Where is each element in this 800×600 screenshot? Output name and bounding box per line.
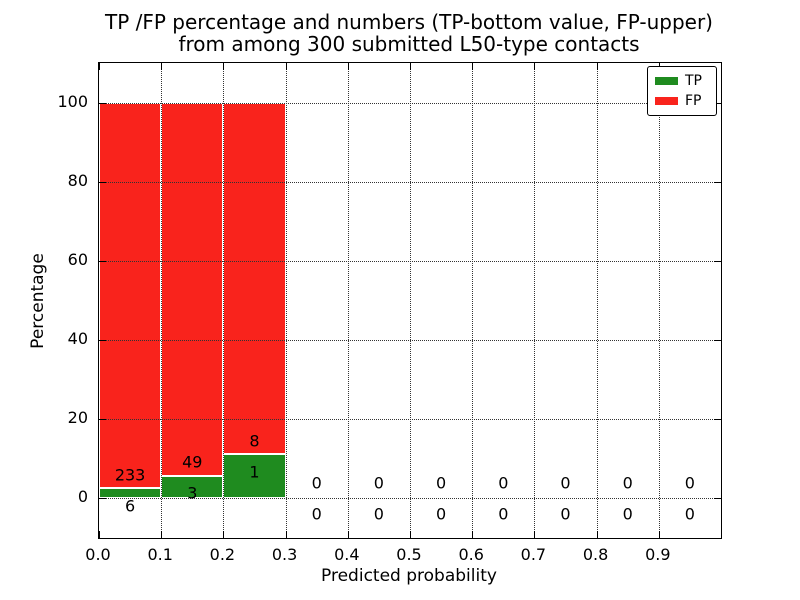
fp-count-label-7: 0 (560, 473, 571, 493)
tp-count-label-1: 3 (187, 483, 198, 503)
fp-swatch-icon (655, 97, 678, 105)
xtick-bottom-0.4 (347, 531, 349, 538)
chart-title-line2: from among 300 submitted L50-type contac… (178, 32, 640, 56)
legend-item-fp: FP (648, 94, 716, 108)
xtick-bottom-0.6 (472, 531, 474, 538)
xtick-top-0.3 (285, 63, 287, 70)
xtick-top-0.8 (596, 63, 598, 70)
ytick-right-0 (714, 498, 721, 500)
xtick-top-0.1 (161, 63, 163, 70)
gridline-x-0.3 (285, 63, 287, 538)
fp-count-label-8: 0 (622, 473, 633, 493)
tp-swatch-icon (655, 77, 678, 85)
xtick-label-0.8: 0.8 (582, 545, 609, 564)
xtick-bottom-0.7 (534, 531, 536, 538)
ytick-left-80 (99, 181, 106, 183)
gridline-x-0.4 (347, 63, 349, 538)
ytick-right-100 (714, 102, 721, 104)
bar-fp-2 (223, 102, 286, 455)
legend: TP FP (647, 66, 717, 116)
xtick-label-0.0: 0.0 (85, 545, 111, 564)
ytick-right-40 (714, 340, 721, 342)
ytick-label-0: 0 (77, 487, 88, 507)
legend-item-tp: TP (648, 74, 716, 88)
xtick-top-0 (99, 63, 100, 70)
xtick-top-0.5 (410, 63, 411, 70)
fp-count-label-9: 0 (684, 473, 695, 493)
ytick-right-20 (714, 419, 721, 421)
tp-count-label-3: 0 (311, 504, 322, 524)
fp-count-label-5: 0 (436, 473, 447, 493)
ytick-left-0 (99, 498, 106, 500)
legend-label-tp: TP (685, 73, 702, 89)
xtick-bottom-0.5 (410, 531, 411, 538)
fp-count-label-4: 0 (373, 473, 384, 493)
fp-count-label-6: 0 (498, 473, 509, 493)
xtick-bottom-0.2 (223, 531, 225, 538)
x-axis-label: Predicted probability (321, 566, 497, 586)
ytick-label-20: 20 (67, 408, 88, 428)
tp-count-label-5: 0 (436, 504, 447, 524)
xtick-top-0.4 (347, 63, 349, 70)
ytick-label-100: 100 (57, 91, 88, 111)
bar-tp-0 (99, 488, 162, 499)
ytick-right-60 (714, 260, 721, 262)
ytick-label-40: 40 (67, 329, 88, 349)
tp-count-label-6: 0 (498, 504, 509, 524)
xtick-top-0.6 (472, 63, 474, 70)
fp-count-label-0: 233 (114, 465, 146, 485)
tp-count-label-7: 0 (560, 504, 571, 524)
ytick-left-40 (99, 340, 106, 342)
bar-fp-0 (99, 102, 162, 489)
tp-count-label-9: 0 (684, 504, 695, 524)
tp-count-label-8: 0 (622, 504, 633, 524)
xtick-label-0.7: 0.7 (520, 545, 547, 564)
xtick-bottom-0.9 (658, 531, 660, 538)
fp-count-label-2: 8 (249, 431, 260, 451)
gridline-x-0.7 (534, 63, 536, 538)
gridline-x-0.2 (223, 63, 225, 538)
xtick-label-0.3: 0.3 (271, 545, 298, 564)
xtick-label-0.6: 0.6 (458, 545, 484, 564)
xtick-bottom-0 (99, 531, 100, 538)
xtick-bottom-0.3 (285, 531, 287, 538)
ytick-right-80 (714, 181, 721, 183)
legend-label-fp: FP (685, 93, 702, 109)
ytick-left-20 (99, 419, 106, 421)
gridline-x-0.6 (472, 63, 474, 538)
xtick-bottom-0.1 (161, 531, 163, 538)
ytick-label-80: 80 (67, 170, 88, 190)
tp-count-label-4: 0 (373, 504, 384, 524)
xtick-label-0.2: 0.2 (209, 545, 236, 564)
gridline-x-0.8 (596, 63, 598, 538)
bar-fp-1 (161, 102, 224, 476)
xtick-label-0.5: 0.5 (396, 545, 422, 564)
xtick-label-0.1: 0.1 (147, 545, 173, 564)
gridline-x-0.1 (161, 63, 163, 538)
gridline-x-0.5 (410, 63, 411, 538)
ytick-label-60: 60 (67, 249, 88, 269)
plot-area: 233 6 49 3 8 1 0 0 0 0 0 0 0 0 0 0 0 0 0 0 (98, 62, 722, 539)
xtick-top-0.7 (534, 63, 536, 70)
xtick-label-0.4: 0.4 (334, 545, 360, 564)
xtick-label-0.9: 0.9 (645, 545, 671, 564)
ytick-left-60 (99, 260, 106, 262)
chart-title-line1: TP /FP percentage and numbers (TP-bottom… (105, 10, 713, 34)
fp-count-label-3: 0 (311, 473, 322, 493)
fp-count-label-1: 49 (182, 452, 203, 472)
xtick-top-0.2 (223, 63, 225, 70)
tp-count-label-2: 1 (249, 462, 260, 482)
ytick-left-100 (99, 102, 106, 104)
tp-count-label-0: 6 (125, 496, 136, 516)
gridline-x-0.9 (658, 63, 660, 538)
bar-tp-2 (223, 454, 286, 499)
xtick-bottom-0.8 (596, 531, 598, 538)
